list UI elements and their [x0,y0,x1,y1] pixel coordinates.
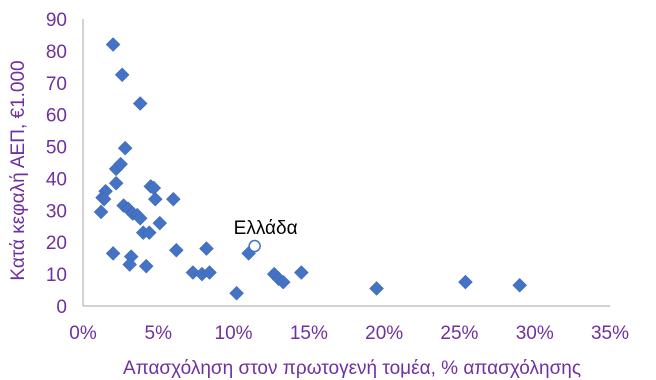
y-axis-title: Κατά κεφαλή ΑΕΠ, €1.000 [8,60,29,280]
data-point [132,210,148,226]
data-point [113,156,128,172]
x-tick-label: 35% [591,323,629,344]
x-tick-label: 10% [215,323,253,344]
data-point [169,242,184,258]
highlight-point [248,239,261,253]
y-tick-label: 90 [46,10,67,31]
data-point [108,175,124,191]
data-point [152,215,168,231]
data-point [122,257,138,272]
x-tick-labels: 0% 5% 10% 15% 20% 25% 30% 35% [69,323,629,344]
data-point [132,96,148,111]
data-point [141,225,157,241]
x-tick-label: 0% [69,323,97,344]
axes [82,19,610,307]
y-tick-label: 30 [46,201,67,222]
x-tick-label: 20% [365,323,403,344]
data-point [199,241,214,256]
data-point [512,277,528,293]
data-point [117,140,133,156]
x-tick-label: 30% [516,323,554,344]
annotation-label: Ελλάδα [234,218,298,239]
data-point [96,191,112,207]
data-point [229,285,244,301]
y-tick-label: 70 [46,74,67,95]
data-point [105,246,121,261]
data-point [458,274,473,290]
y-tick-label: 0 [56,297,67,318]
data-point [165,191,181,207]
x-tick-label: 5% [145,323,173,344]
annotations: Ελλάδα [234,218,298,239]
x-axis-title: Απασχόληση στον πρωτογενή τομέα, % απασχ… [123,358,581,379]
data-point [138,258,154,274]
y-tick-labels: 0 10 20 30 40 50 60 70 80 90 [46,10,67,318]
data-point [147,191,163,207]
y-tick-label: 50 [46,138,67,159]
y-tick-label: 10 [46,265,67,286]
x-tick-label: 15% [290,323,328,344]
y-tick-label: 40 [46,169,67,190]
data-point [293,265,309,280]
y-tick-label: 20 [46,233,67,254]
y-tick-label: 80 [46,42,67,63]
data-point [202,265,217,280]
x-tick-label: 25% [440,323,478,344]
data-point [369,281,384,296]
data-point [93,204,109,220]
y-tick-label: 60 [46,106,67,127]
data-point [114,67,130,83]
data-point [275,274,291,290]
data-points [93,37,528,301]
data-point [185,265,201,280]
data-point [105,37,121,52]
